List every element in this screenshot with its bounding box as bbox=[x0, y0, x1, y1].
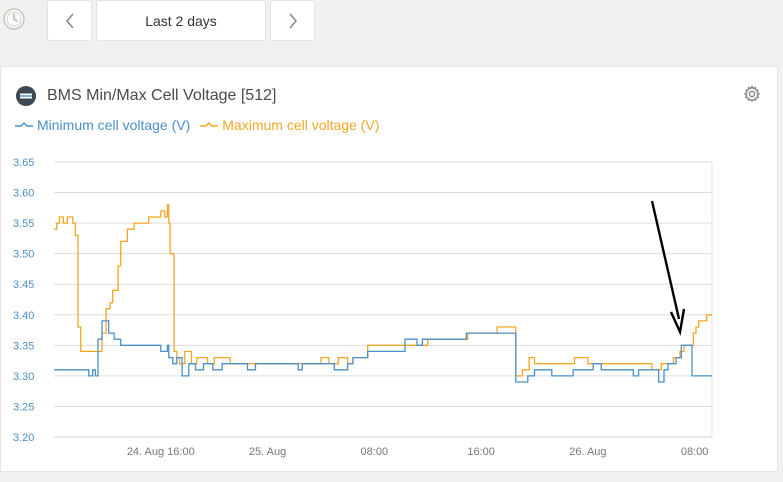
y-tick-label: 3.50 bbox=[13, 249, 34, 261]
y-tick-label: 3.65 bbox=[13, 157, 34, 169]
widget-title-row: BMS Min/Max Cell Voltage [512] bbox=[15, 85, 276, 107]
history-clock-button[interactable] bbox=[0, 4, 28, 34]
widget-title: BMS Min/Max Cell Voltage [512] bbox=[47, 87, 277, 104]
x-tick-label: 25. Aug bbox=[249, 446, 286, 458]
x-tick-label: 24. Aug 16:00 bbox=[127, 446, 195, 458]
time-range-selector[interactable]: Last 2 days bbox=[96, 0, 266, 41]
legend-item-min[interactable]: Minimum cell voltage (V) bbox=[15, 117, 190, 133]
voltage-line-chart[interactable]: 3.65 3.60 3.55 3.50 3.45 3.40 3.35 3.30 3.25 3.20… bbox=[1, 151, 777, 469]
legend-item-max[interactable]: Maximum cell voltage (V) bbox=[200, 117, 379, 133]
widget-header: BMS Min/Max Cell Voltage [512] Minimum c… bbox=[1, 67, 777, 147]
bms-voltage-widget: BMS Min/Max Cell Voltage [512] Minimum c… bbox=[0, 66, 778, 472]
y-tick-label: 3.30 bbox=[13, 371, 34, 383]
time-range-toolbar: Last 2 days bbox=[0, 0, 783, 44]
y-tick-label: 3.55 bbox=[13, 218, 34, 230]
legend-label-min: Minimum cell voltage (V) bbox=[37, 117, 191, 133]
next-range-button[interactable] bbox=[270, 0, 315, 41]
y-tick-label: 3.40 bbox=[13, 310, 34, 322]
chart-area[interactable]: 3.65 3.60 3.55 3.50 3.45 3.40 3.35 3.30 3.25 3.20… bbox=[1, 151, 777, 469]
chevron-right-icon bbox=[288, 12, 297, 29]
widget-settings-button[interactable] bbox=[743, 85, 761, 108]
chart-legend: Minimum cell voltage (V) Maximum cell vo… bbox=[15, 117, 389, 133]
gear-icon bbox=[743, 85, 761, 103]
x-tick-label: 26. Aug bbox=[569, 446, 606, 458]
y-tick-label: 3.60 bbox=[13, 188, 34, 200]
battery-device-icon bbox=[16, 86, 36, 106]
x-tick-label: 16:00 bbox=[467, 446, 495, 458]
min-voltage-series-line bbox=[54, 320, 712, 383]
x-tick-label: 08:00 bbox=[681, 446, 709, 458]
y-tick-label: 3.20 bbox=[13, 432, 34, 444]
time-range-label: Last 2 days bbox=[145, 12, 217, 29]
chevron-left-icon bbox=[65, 12, 74, 29]
clock-icon bbox=[3, 8, 25, 30]
x-tick-label: 08:00 bbox=[361, 446, 389, 458]
legend-line-max-icon bbox=[200, 122, 219, 127]
legend-label-max: Maximum cell voltage (V) bbox=[222, 117, 380, 133]
y-tick-label: 3.45 bbox=[13, 279, 34, 291]
y-tick-label: 3.25 bbox=[13, 401, 34, 413]
previous-range-button[interactable] bbox=[47, 0, 92, 41]
legend-line-min-icon bbox=[15, 122, 33, 127]
y-tick-label: 3.35 bbox=[13, 340, 34, 352]
max-voltage-series-line bbox=[54, 204, 712, 377]
